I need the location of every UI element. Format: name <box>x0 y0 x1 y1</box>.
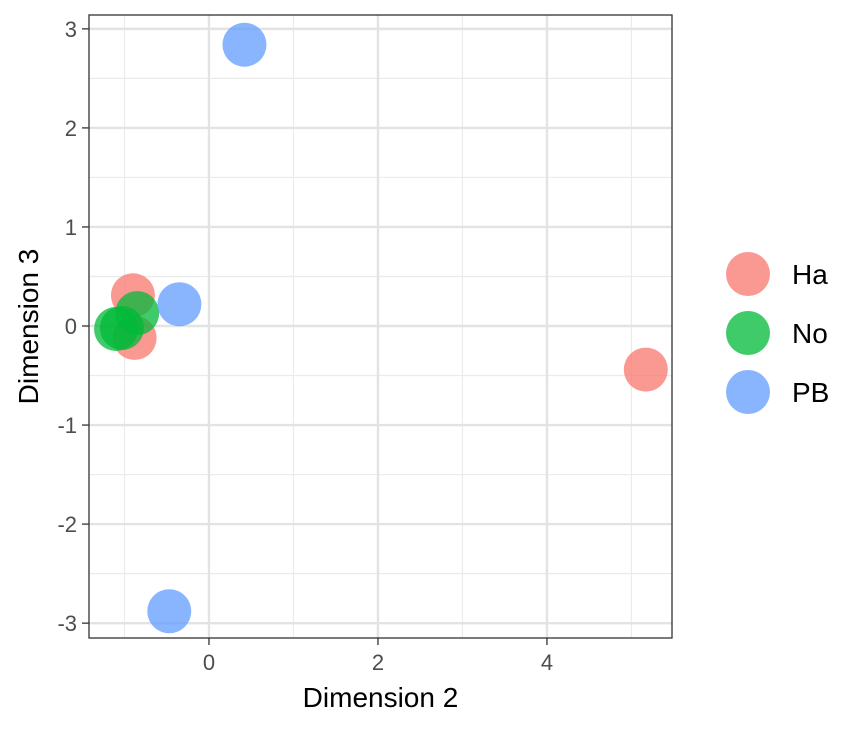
y-tick-label: 3 <box>65 17 77 42</box>
x-tick-label: 4 <box>541 650 553 675</box>
legend-key-ha <box>726 252 770 296</box>
minor-grid <box>89 15 672 638</box>
y-tick-label: 1 <box>65 215 77 240</box>
data-point-ha <box>623 347 668 392</box>
legend-key-pb <box>726 370 770 414</box>
data-point-pb <box>222 22 267 67</box>
major-grid <box>89 15 672 638</box>
legend-key-no <box>726 311 770 355</box>
y-tick-label: -2 <box>57 512 77 537</box>
y-axis-ticks: -3 -2 -1 0 1 2 3 <box>57 17 89 636</box>
legend-label-no: No <box>792 318 828 349</box>
legend-label-pb: PB <box>792 377 829 408</box>
legend: Ha No PB <box>726 252 829 414</box>
data-point-no <box>115 291 160 336</box>
data-point-pb <box>157 282 202 327</box>
data-points <box>94 22 668 634</box>
x-tick-label: 0 <box>203 650 215 675</box>
y-axis-title: Dimension 3 <box>13 249 44 405</box>
x-axis-title: Dimension 2 <box>303 682 459 713</box>
x-tick-label: 2 <box>372 650 384 675</box>
x-axis-ticks: 0 2 4 <box>203 638 553 675</box>
y-tick-label: -1 <box>57 413 77 438</box>
y-tick-label: 0 <box>65 314 77 339</box>
legend-label-ha: Ha <box>792 259 828 290</box>
y-tick-label: 2 <box>65 116 77 141</box>
data-point-pb <box>147 589 192 634</box>
y-tick-label: -3 <box>57 611 77 636</box>
